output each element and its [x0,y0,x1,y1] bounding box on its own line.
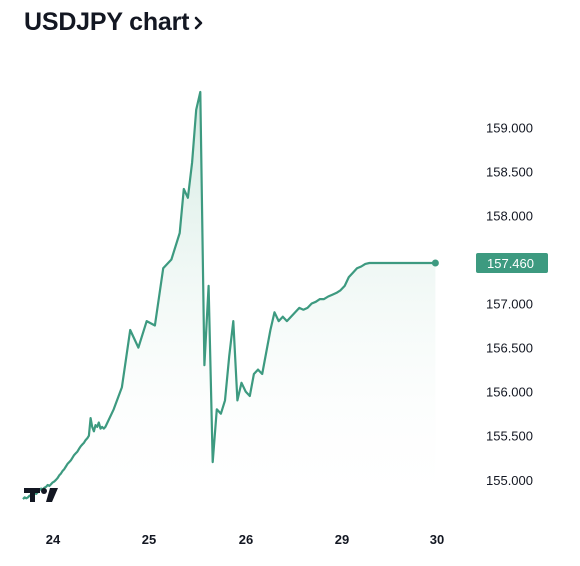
y-tick-label: 155.000 [486,473,533,488]
x-tick-label: 30 [430,532,444,547]
tradingview-logo [24,488,58,502]
last-price-label: 157.460 [487,256,534,271]
x-tick-label: 25 [142,532,156,547]
page-title: USDJPY chart [24,8,190,36]
y-tick-label: 157.000 [486,297,533,312]
price-line [22,90,436,500]
x-tick-label: 24 [46,532,61,547]
y-tick-label: 158.000 [486,208,533,223]
y-tick-label: 155.500 [486,429,533,444]
chevron-right-icon [193,15,205,31]
x-tick-label: 26 [239,532,253,547]
y-tick-label: 158.500 [486,164,533,179]
y-tick-label: 159.000 [486,120,533,135]
area-fill [23,92,436,515]
y-tick-label: 156.000 [486,385,533,400]
y-tick-label: 156.500 [486,341,533,356]
x-tick-label: 29 [335,532,349,547]
last-price-tag: 157.460 [476,252,548,273]
chart-title-link[interactable]: USDJPY chart [24,8,205,37]
last-price-dot [431,259,439,267]
